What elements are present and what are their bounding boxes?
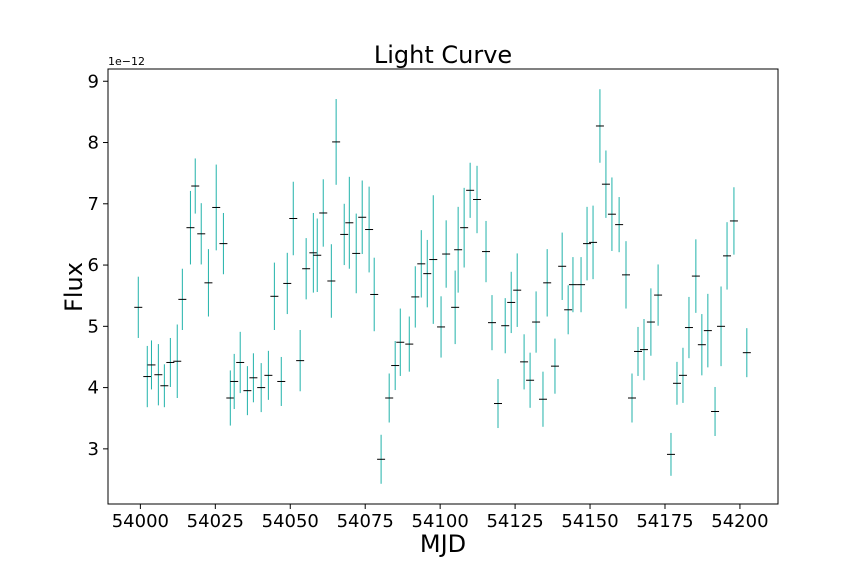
plot-frame <box>107 68 779 505</box>
x-tick-label: 54000 <box>112 511 169 532</box>
y-tick-label: 7 <box>88 194 99 215</box>
y-tick-label: 9 <box>88 71 99 92</box>
x-tick-label: 54025 <box>187 511 244 532</box>
x-tick-label: 54050 <box>262 511 319 532</box>
x-axis-label: MJD <box>420 530 466 558</box>
y-tick-label: 4 <box>88 378 99 399</box>
offset-label: 1e−12 <box>108 55 145 68</box>
y-tick-label: 5 <box>88 316 99 337</box>
x-tick-label: 54175 <box>636 511 693 532</box>
x-tick-label: 54100 <box>412 511 469 532</box>
chart-title: Light Curve <box>374 41 512 69</box>
y-tick-label: 8 <box>88 133 99 154</box>
y-tick-label: 6 <box>88 255 99 276</box>
x-tick-label: 54200 <box>711 511 768 532</box>
x-tick-label: 54150 <box>561 511 618 532</box>
y-tick-label: 3 <box>88 439 99 460</box>
x-tick-label: 54125 <box>486 511 543 532</box>
x-tick-label: 54075 <box>337 511 394 532</box>
y-axis-label: Flux <box>60 262 88 312</box>
